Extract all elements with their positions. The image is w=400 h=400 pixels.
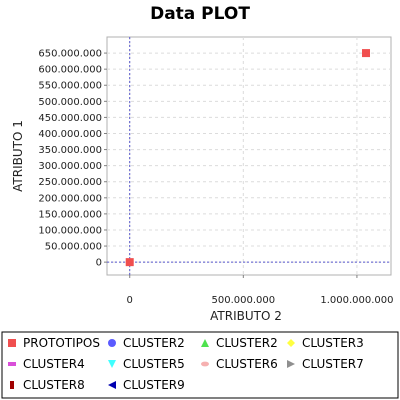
y-tick-label: 300.000.000 bbox=[38, 161, 102, 172]
y-axis-ticks: 0 50.000.000 100.000.000 150.000.000 200.000… bbox=[38, 49, 107, 269]
legend-label: CLUSTER8 bbox=[23, 378, 85, 392]
y-tick-label: 250.000.000 bbox=[38, 177, 102, 188]
y-tick-label: 200.000.000 bbox=[38, 193, 102, 204]
legend-label: CLUSTER4 bbox=[23, 357, 85, 371]
y-tick-label: 150.000.000 bbox=[38, 209, 102, 220]
plot-area bbox=[107, 37, 391, 275]
x-tick-label: 500.000.000 bbox=[212, 295, 276, 306]
legend-marker bbox=[10, 381, 14, 389]
x-tick-label: 0 bbox=[127, 295, 133, 306]
y-tick-label: 650.000.000 bbox=[38, 49, 102, 60]
y-tick-label: 350.000.000 bbox=[38, 145, 102, 156]
x-axis-label: ATRIBUTO 2 bbox=[210, 309, 282, 323]
y-axis-label: ATRIBUTO 1 bbox=[11, 120, 25, 192]
y-tick-label: 0 bbox=[96, 258, 102, 269]
legend-label: CLUSTER2 bbox=[123, 336, 185, 350]
legend-label: CLUSTER6 bbox=[216, 357, 278, 371]
legend-marker bbox=[8, 362, 16, 366]
x-tick-label: 1.000.000.000 bbox=[320, 295, 393, 306]
y-tick-label: 400.000.000 bbox=[38, 129, 102, 140]
legend-marker bbox=[201, 362, 209, 367]
x-axis-ticks: 0 500.000.000 1.000.000.000 bbox=[127, 275, 394, 306]
chart-title: Data PLOT bbox=[150, 4, 250, 24]
y-tick-label: 450.000.000 bbox=[38, 113, 102, 124]
legend-label: CLUSTER2 bbox=[216, 336, 278, 350]
y-tick-label: 500.000.000 bbox=[38, 97, 102, 108]
legend-marker bbox=[108, 339, 116, 347]
data-point bbox=[362, 49, 370, 57]
legend-label: CLUSTER7 bbox=[302, 357, 364, 371]
legend-label: CLUSTER5 bbox=[123, 357, 185, 371]
legend: PROTOTIPOS CLUSTER2 CLUSTER2 CLUSTER3 CLUSTE… bbox=[2, 332, 398, 398]
legend-label: CLUSTER3 bbox=[302, 336, 364, 350]
plot-area-group bbox=[107, 37, 391, 275]
legend-label: CLUSTER9 bbox=[123, 378, 185, 392]
data-point bbox=[126, 258, 134, 266]
y-tick-label: 100.000.000 bbox=[38, 225, 102, 236]
y-tick-label: 550.000.000 bbox=[38, 81, 102, 92]
legend-label: PROTOTIPOS bbox=[23, 336, 100, 350]
y-tick-label: 600.000.000 bbox=[38, 65, 102, 76]
legend-marker bbox=[8, 339, 16, 347]
y-tick-label: 50.000.000 bbox=[45, 242, 102, 253]
